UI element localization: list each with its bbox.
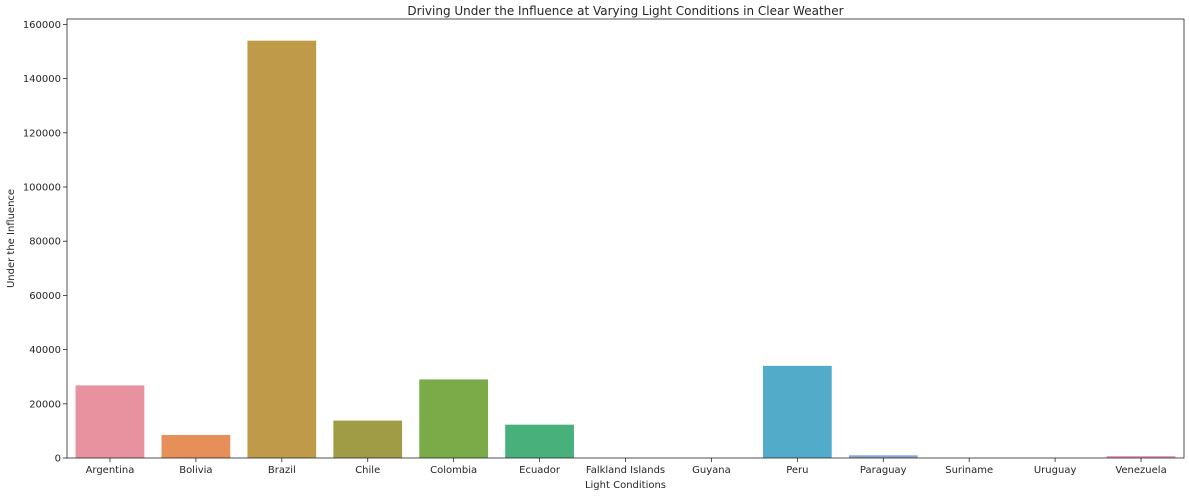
x-tick-label: Ecuador — [519, 465, 561, 476]
bar-ecuador — [505, 424, 574, 458]
plot-background — [67, 19, 1184, 458]
y-tick-label: 20000 — [29, 399, 61, 410]
x-tick-label: Bolivia — [179, 465, 212, 476]
bar-bolivia — [161, 434, 231, 458]
x-tick-label: Colombia — [430, 465, 477, 476]
y-axis-ticks: 0 20000 40000 60000 80000 100000 120000 140000 1… — [23, 20, 67, 465]
chart-title: Driving Under the Influence at Varying L… — [407, 4, 843, 18]
bar-venezuela — [1106, 456, 1176, 458]
bars-layer — [75, 40, 1176, 459]
x-tick-label: Falkland Islands — [586, 465, 665, 476]
x-tick-label: Peru — [786, 465, 808, 476]
x-tick-label: Guyana — [692, 465, 731, 476]
y-tick-label: 60000 — [29, 291, 61, 302]
y-tick-label: 40000 — [29, 345, 61, 356]
x-tick-label: Argentina — [86, 465, 135, 476]
bar-colombia — [419, 379, 489, 458]
y-axis-label: Under the Influence — [6, 189, 17, 288]
bar-peru — [762, 365, 832, 458]
bar-brazil — [247, 40, 317, 459]
y-tick-label: 160000 — [23, 20, 61, 31]
x-tick-label: Venezuela — [1115, 465, 1166, 476]
x-axis-ticks: Argentina Bolivia Brazil Chile Colombia Ecuad… — [86, 458, 1167, 476]
x-tick-label: Uruguay — [1034, 465, 1077, 476]
y-tick-label: 140000 — [23, 74, 61, 85]
bar-chile — [333, 420, 403, 458]
x-tick-label: Brazil — [268, 465, 296, 476]
x-tick-label: Suriname — [945, 465, 993, 476]
y-tick-label: 80000 — [29, 237, 61, 248]
x-tick-label: Chile — [355, 465, 380, 476]
x-tick-label: Paraguay — [860, 465, 907, 476]
plot-frame — [66, 18, 1185, 459]
y-tick-label: 0 — [55, 454, 61, 465]
y-tick-label: 120000 — [23, 128, 61, 139]
bar-argentina — [75, 385, 145, 458]
bar-paraguay — [848, 455, 918, 458]
y-tick-label: 100000 — [23, 183, 61, 194]
x-axis-label: Light Conditions — [585, 480, 666, 491]
